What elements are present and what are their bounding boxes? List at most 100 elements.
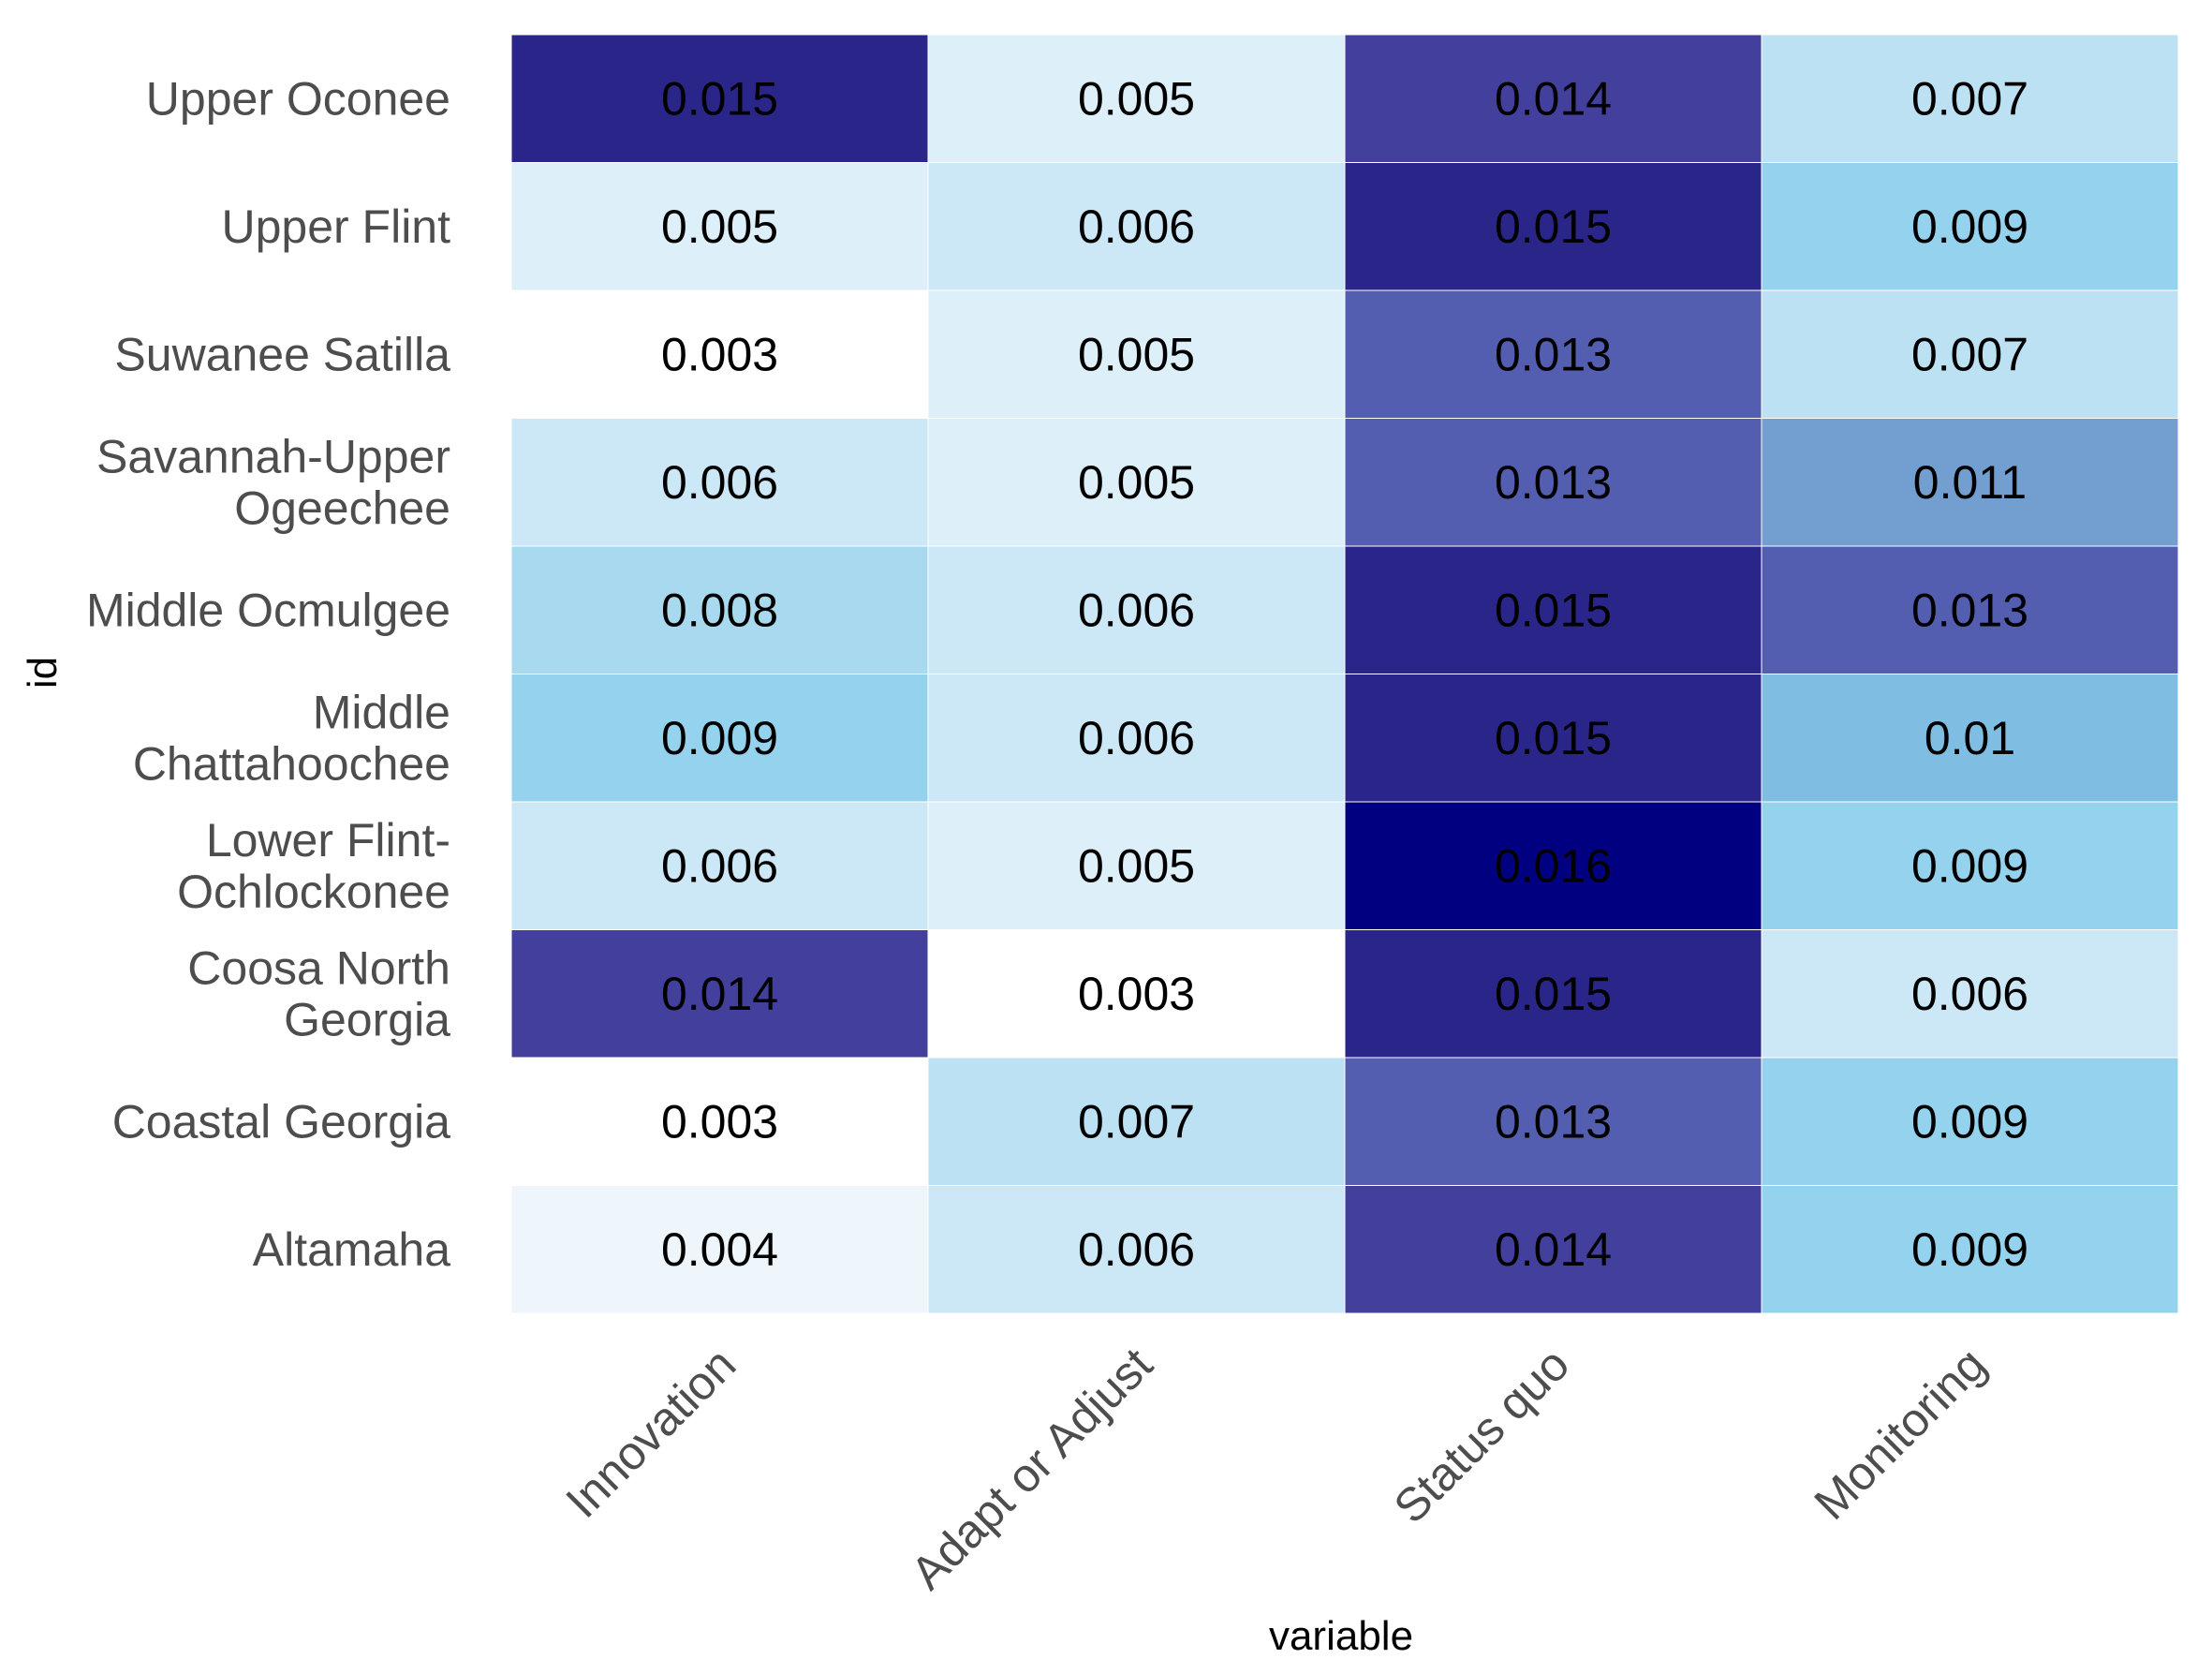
heatmap-cell [510, 545, 929, 674]
y-tick-label: Lower Flint- [206, 814, 450, 867]
cell-value-label: 0.005 [1078, 839, 1195, 892]
cell-value-label: 0.005 [1078, 328, 1195, 380]
y-axis-title: id [20, 657, 66, 689]
cell-value-label: 0.003 [661, 328, 778, 380]
heatmap-cell [1344, 545, 1762, 674]
heatmap-cell-labels: 0.015 0.005 0.014 0.007 0.005 0.006 0.015 0.009… [661, 72, 2028, 1276]
heatmap-cell [1344, 801, 1762, 930]
heatmap-cell [1761, 1057, 2179, 1186]
y-tick-label: Savannah-Upper [96, 430, 450, 482]
cell-value-label: 0.006 [1078, 200, 1195, 253]
cell-value-label: 0.006 [1911, 968, 2028, 1020]
heatmap-cell [927, 545, 1346, 674]
cell-value-label: 0.016 [1495, 839, 1612, 892]
heatmap-cell [510, 929, 929, 1059]
heatmap-cell [1761, 545, 2179, 674]
heatmap-cell [927, 674, 1346, 803]
cell-value-label: 0.003 [661, 1095, 778, 1148]
y-tick-label: Ochlockonee [177, 866, 450, 918]
heatmap-cell [510, 418, 929, 547]
heatmap-cell [927, 162, 1346, 291]
heatmap-cell [1761, 801, 2179, 930]
heatmap-cell [1344, 929, 1762, 1059]
cell-value-label: 0.006 [661, 456, 778, 509]
cell-value-label: 0.015 [1495, 968, 1612, 1020]
cell-value-label: 0.003 [1078, 968, 1195, 1020]
heatmap-cell [927, 418, 1346, 547]
heatmap-cell [1344, 162, 1762, 291]
cell-value-label: 0.006 [661, 839, 778, 892]
cell-value-label: 0.005 [1078, 456, 1195, 509]
y-tick-label: Altamaha [253, 1223, 450, 1276]
x-axis-tick-labels: Innovation Adapt or Adjust Status quo Monit… [556, 1338, 1997, 1599]
cell-value-label: 0.009 [1911, 839, 2028, 892]
heatmap-cell [1344, 1185, 1762, 1314]
cell-value-label: 0.013 [1495, 456, 1612, 509]
cell-value-label: 0.014 [1495, 72, 1612, 125]
y-tick-label: Middle [313, 686, 450, 738]
cell-value-label: 0.007 [1911, 328, 2028, 380]
heatmap-cell [510, 801, 929, 930]
heatmap-cell [1761, 1185, 2179, 1314]
cell-value-label: 0.013 [1911, 584, 2028, 636]
cell-value-label: 0.009 [1911, 1095, 2028, 1148]
cell-value-label: 0.011 [1913, 456, 2027, 509]
y-tick-label: Upper Flint [221, 200, 450, 253]
cell-value-label: 0.009 [1911, 200, 2028, 253]
x-tick-label: Innovation [556, 1338, 746, 1528]
cell-value-label: 0.005 [1078, 72, 1195, 125]
cell-value-label: 0.01 [1924, 712, 2015, 764]
cell-value-label: 0.006 [1078, 712, 1195, 764]
heatmap-cell [1761, 674, 2179, 803]
cell-value-label: 0.006 [1078, 584, 1195, 636]
cell-value-label: 0.015 [1495, 712, 1612, 764]
cell-value-label: 0.008 [661, 584, 778, 636]
cell-value-label: 0.014 [1495, 1223, 1612, 1276]
cell-value-label: 0.013 [1495, 328, 1612, 380]
cell-value-label: 0.015 [1495, 200, 1612, 253]
heatmap-cell [1761, 418, 2179, 547]
x-tick-label: Adapt or Adjust [901, 1338, 1162, 1599]
heatmap-cell [1761, 162, 2179, 291]
heatmap-cell [1344, 1057, 1762, 1186]
cell-value-label: 0.009 [1911, 1223, 2028, 1276]
cell-value-label: 0.013 [1495, 1095, 1612, 1148]
y-tick-label: Coosa North [187, 941, 450, 994]
y-tick-label: Suwanee Satilla [114, 328, 450, 380]
x-axis-title: variable [1269, 1613, 1413, 1659]
y-tick-label: Middle Ocmulgee [86, 584, 450, 636]
cell-value-label: 0.015 [1495, 584, 1612, 636]
heatmap-cell [1344, 674, 1762, 803]
heatmap-cell [1344, 418, 1762, 547]
cell-value-label: 0.004 [661, 1223, 778, 1276]
heatmap-cell [927, 801, 1346, 930]
heatmap-cell [510, 674, 929, 803]
heatmap-cell [1761, 34, 2179, 163]
y-tick-label: Georgia [284, 993, 450, 1045]
y-tick-label: Chattahoochee [133, 737, 450, 790]
cell-value-label: 0.009 [661, 712, 778, 764]
heatmap-cell [927, 289, 1346, 419]
x-tick-label: Monitoring [1805, 1338, 1997, 1530]
cell-value-label: 0.006 [1078, 1223, 1195, 1276]
heatmap-cell [510, 1185, 929, 1314]
x-tick-label: Status quo [1384, 1338, 1580, 1533]
heatmap-cells [510, 34, 2179, 1314]
cell-value-label: 0.007 [1911, 72, 2028, 125]
cell-value-label: 0.007 [1078, 1095, 1195, 1148]
heatmap-cell [1344, 34, 1762, 163]
y-tick-label: Coastal Georgia [112, 1095, 450, 1148]
heatmap-cell [927, 1185, 1346, 1314]
heatmap-cell [1761, 289, 2179, 419]
y-axis-tick-labels: Upper Oconee Upper Flint Suwanee Satilla Sa… [86, 72, 450, 1276]
heatmap-cell [510, 162, 929, 291]
heatmap-cell [927, 1057, 1346, 1186]
cell-value-label: 0.005 [661, 200, 778, 253]
cell-value-label: 0.015 [661, 72, 778, 125]
y-tick-label: Upper Oconee [146, 72, 450, 125]
heatmap-cell [510, 34, 929, 163]
cell-value-label: 0.014 [661, 968, 778, 1020]
y-tick-label: Ogeechee [234, 481, 450, 534]
heatmap-cell [927, 34, 1346, 163]
